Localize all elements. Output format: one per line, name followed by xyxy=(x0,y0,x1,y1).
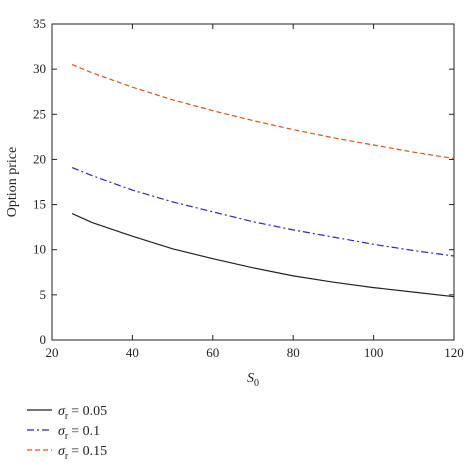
x-tick-label: 120 xyxy=(444,345,464,360)
x-axis-label: S0 xyxy=(247,371,259,389)
axis-tick-labels: 20 40 60 80 100 120 0 5 10 15 20 25 30 35 xyxy=(33,16,464,360)
y-tick-label: 0 xyxy=(40,332,47,347)
series-line-2 xyxy=(71,167,455,257)
y-tick-label: 30 xyxy=(33,61,46,76)
legend-label-1: σr = 0.05 xyxy=(58,404,107,422)
y-axis-label: Option price xyxy=(5,147,20,217)
legend-label-2: σr = 0.1 xyxy=(58,424,100,442)
y-tick-label: 20 xyxy=(33,151,46,166)
axis-ticks xyxy=(51,23,455,341)
x-tick-label: 100 xyxy=(364,345,384,360)
x-tick-label: 40 xyxy=(126,345,139,360)
y-tick-label: 25 xyxy=(33,106,46,121)
x-tick-label: 60 xyxy=(206,345,219,360)
x-tick-label: 20 xyxy=(46,345,59,360)
y-tick-label: 5 xyxy=(40,287,47,302)
y-tick-label: 15 xyxy=(33,197,46,212)
series-line-1 xyxy=(71,213,455,298)
x-tick-label: 80 xyxy=(287,345,300,360)
legend-label-3: σr = 0.15 xyxy=(58,444,107,462)
y-tick-label: 35 xyxy=(33,16,46,31)
series-lines xyxy=(71,64,455,298)
legend: σr = 0.05 σr = 0.1 σr = 0.15 xyxy=(27,404,107,462)
series-line-3 xyxy=(71,64,455,160)
plot-frame xyxy=(51,23,455,341)
y-tick-label: 10 xyxy=(33,242,46,257)
